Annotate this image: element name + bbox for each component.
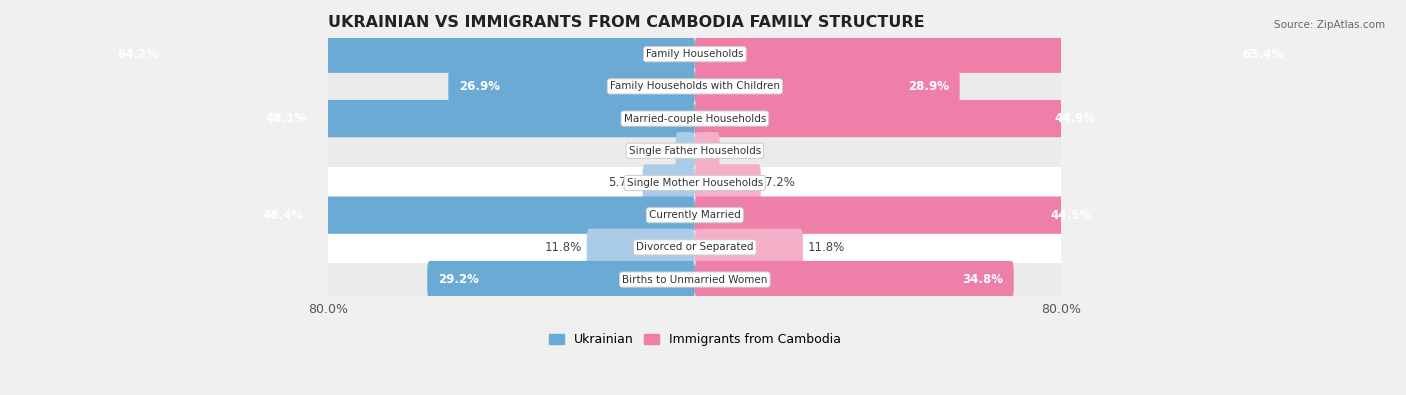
Text: 44.5%: 44.5%: [1050, 209, 1091, 222]
FancyBboxPatch shape: [254, 100, 695, 137]
Text: Currently Married: Currently Married: [650, 210, 741, 220]
Text: Single Father Households: Single Father Households: [628, 146, 761, 156]
Text: 34.8%: 34.8%: [962, 273, 1002, 286]
Text: 11.8%: 11.8%: [807, 241, 845, 254]
FancyBboxPatch shape: [695, 100, 1107, 137]
Text: 48.1%: 48.1%: [266, 112, 307, 125]
Text: 64.2%: 64.2%: [118, 48, 159, 61]
Text: 44.9%: 44.9%: [1054, 112, 1095, 125]
FancyBboxPatch shape: [252, 196, 695, 234]
FancyBboxPatch shape: [695, 196, 1102, 234]
FancyBboxPatch shape: [695, 261, 1014, 298]
Text: 28.9%: 28.9%: [908, 80, 949, 93]
FancyBboxPatch shape: [427, 261, 695, 298]
Text: 11.8%: 11.8%: [546, 241, 582, 254]
Text: Births to Unmarried Women: Births to Unmarried Women: [621, 275, 768, 284]
Bar: [328, 135, 1062, 167]
Legend: Ukrainian, Immigrants from Cambodia: Ukrainian, Immigrants from Cambodia: [548, 333, 841, 346]
Text: Family Households: Family Households: [647, 49, 744, 59]
Text: 65.4%: 65.4%: [1241, 48, 1284, 61]
FancyBboxPatch shape: [695, 36, 1294, 73]
FancyBboxPatch shape: [586, 229, 695, 266]
Text: 29.2%: 29.2%: [439, 273, 479, 286]
Text: Single Mother Households: Single Mother Households: [627, 178, 763, 188]
FancyBboxPatch shape: [449, 68, 695, 105]
Text: UKRAINIAN VS IMMIGRANTS FROM CAMBODIA FAMILY STRUCTURE: UKRAINIAN VS IMMIGRANTS FROM CAMBODIA FA…: [328, 15, 925, 30]
FancyBboxPatch shape: [695, 229, 803, 266]
Text: Source: ZipAtlas.com: Source: ZipAtlas.com: [1274, 20, 1385, 30]
FancyBboxPatch shape: [695, 132, 720, 169]
Text: 7.2%: 7.2%: [765, 177, 796, 190]
Text: 48.4%: 48.4%: [263, 209, 304, 222]
Bar: [328, 167, 1062, 199]
Bar: [328, 231, 1062, 263]
Text: 2.1%: 2.1%: [641, 144, 671, 157]
FancyBboxPatch shape: [695, 68, 960, 105]
FancyBboxPatch shape: [107, 36, 695, 73]
Text: Married-couple Households: Married-couple Households: [624, 114, 766, 124]
Text: 5.7%: 5.7%: [609, 177, 638, 190]
Text: Family Households with Children: Family Households with Children: [610, 81, 780, 91]
FancyBboxPatch shape: [676, 132, 695, 169]
Bar: [328, 70, 1062, 102]
Bar: [328, 199, 1062, 231]
Bar: [328, 102, 1062, 135]
Text: 26.9%: 26.9%: [460, 80, 501, 93]
Bar: [328, 263, 1062, 295]
FancyBboxPatch shape: [643, 164, 695, 201]
Text: Divorced or Separated: Divorced or Separated: [636, 243, 754, 252]
Text: 2.7%: 2.7%: [724, 144, 754, 157]
Bar: [328, 38, 1062, 70]
FancyBboxPatch shape: [695, 164, 761, 201]
